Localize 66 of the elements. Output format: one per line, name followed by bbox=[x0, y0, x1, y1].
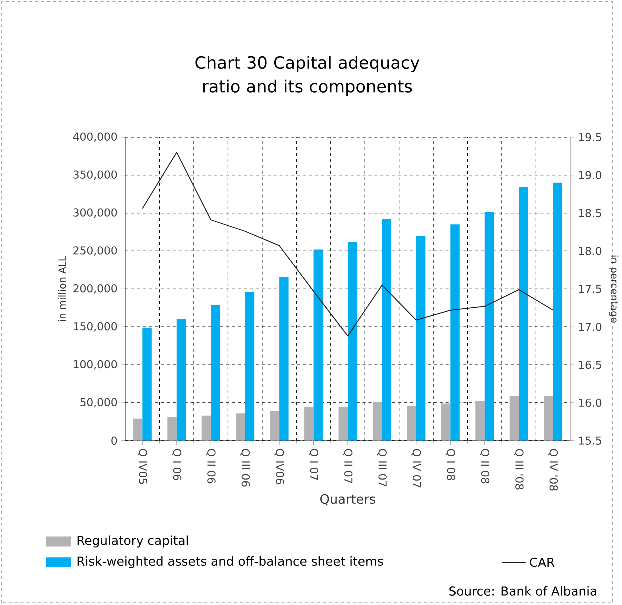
legend-label: Regulatory capital bbox=[78, 536, 188, 548]
y2-tick-label: 18.5 bbox=[579, 209, 602, 218]
bar bbox=[176, 320, 186, 441]
bar bbox=[372, 402, 382, 441]
y-tick-label: 300,000 bbox=[74, 208, 118, 218]
y2-tick-label: 15.5 bbox=[579, 436, 602, 445]
bar bbox=[450, 224, 460, 441]
bar bbox=[338, 408, 348, 441]
bar bbox=[510, 396, 520, 441]
bar bbox=[304, 408, 314, 441]
y-tick-label: 250,000 bbox=[74, 246, 118, 256]
y-tick-label: 50,000 bbox=[80, 398, 118, 408]
x-tick-label: Q I 06 bbox=[172, 449, 182, 480]
y2-tick-label: 18.0 bbox=[579, 247, 602, 256]
x-tick-label: Q III 06 bbox=[240, 449, 250, 487]
y2-tick-label: 19.5 bbox=[579, 133, 602, 142]
bar bbox=[270, 411, 280, 441]
x-tick-label: Q I 08 bbox=[446, 449, 456, 480]
y2-axis-title: in percentage bbox=[609, 256, 619, 323]
y-tick-label: 350,000 bbox=[74, 170, 118, 180]
bar bbox=[544, 396, 554, 441]
x-tick-label: Q I 07 bbox=[309, 449, 318, 480]
y2-tick-label: 16.5 bbox=[579, 360, 602, 370]
x-tick-label: Q III '08 bbox=[514, 449, 524, 490]
bar bbox=[382, 219, 392, 441]
y2-tick-label: 17.5 bbox=[579, 285, 602, 294]
chart-title: Chart 30 Capital adequacy ratio and its components bbox=[196, 56, 420, 96]
source-note: Source: Bank of Albania bbox=[450, 586, 596, 596]
x-axis-title: Quarters bbox=[320, 494, 376, 506]
bar bbox=[407, 406, 416, 441]
x-tick-label: Q IV05 bbox=[138, 449, 148, 484]
bar bbox=[416, 236, 426, 441]
legend-label: CAR bbox=[530, 558, 555, 568]
y2-tick-label: 16.0 bbox=[579, 398, 602, 408]
bar bbox=[280, 277, 289, 441]
bar bbox=[476, 401, 485, 441]
bar bbox=[519, 187, 528, 441]
y-tick-label: 400,000 bbox=[73, 132, 118, 142]
bar bbox=[142, 328, 152, 441]
y-tick-label: 150,000 bbox=[74, 322, 118, 332]
bar bbox=[245, 292, 255, 441]
x-tick-label: Q IV06 bbox=[274, 449, 284, 484]
x-tick-label: Q IV '08 bbox=[548, 449, 558, 491]
bar bbox=[314, 250, 324, 441]
y-tick-label: 200,000 bbox=[74, 284, 118, 294]
y2-tick-label: 19.0 bbox=[579, 171, 602, 180]
y-axis-title: in million ALL bbox=[58, 256, 66, 322]
x-tick-label: Q II 07 bbox=[343, 449, 353, 484]
bar bbox=[348, 242, 358, 441]
y-tick-label: 100,000 bbox=[74, 360, 118, 370]
line-series bbox=[142, 152, 554, 337]
bar bbox=[202, 416, 212, 441]
bar bbox=[553, 182, 563, 441]
x-tick-label: Q IV 07 bbox=[412, 449, 422, 488]
bar bbox=[236, 414, 246, 441]
x-tick-label: Q III 07 bbox=[377, 449, 387, 487]
legend-label: Risk-weighted assets and off-balance sheet items bbox=[78, 556, 384, 568]
x-tick-label: Q II 06 bbox=[206, 449, 216, 484]
y2-tick-label: 17.0 bbox=[579, 322, 602, 332]
x-tick-label: Q II 08 bbox=[480, 449, 490, 484]
bar bbox=[133, 418, 143, 441]
bar bbox=[168, 417, 177, 441]
bar bbox=[441, 404, 451, 441]
y-tick-label: 0 bbox=[112, 436, 118, 446]
bar bbox=[484, 212, 494, 441]
bar bbox=[211, 305, 220, 441]
